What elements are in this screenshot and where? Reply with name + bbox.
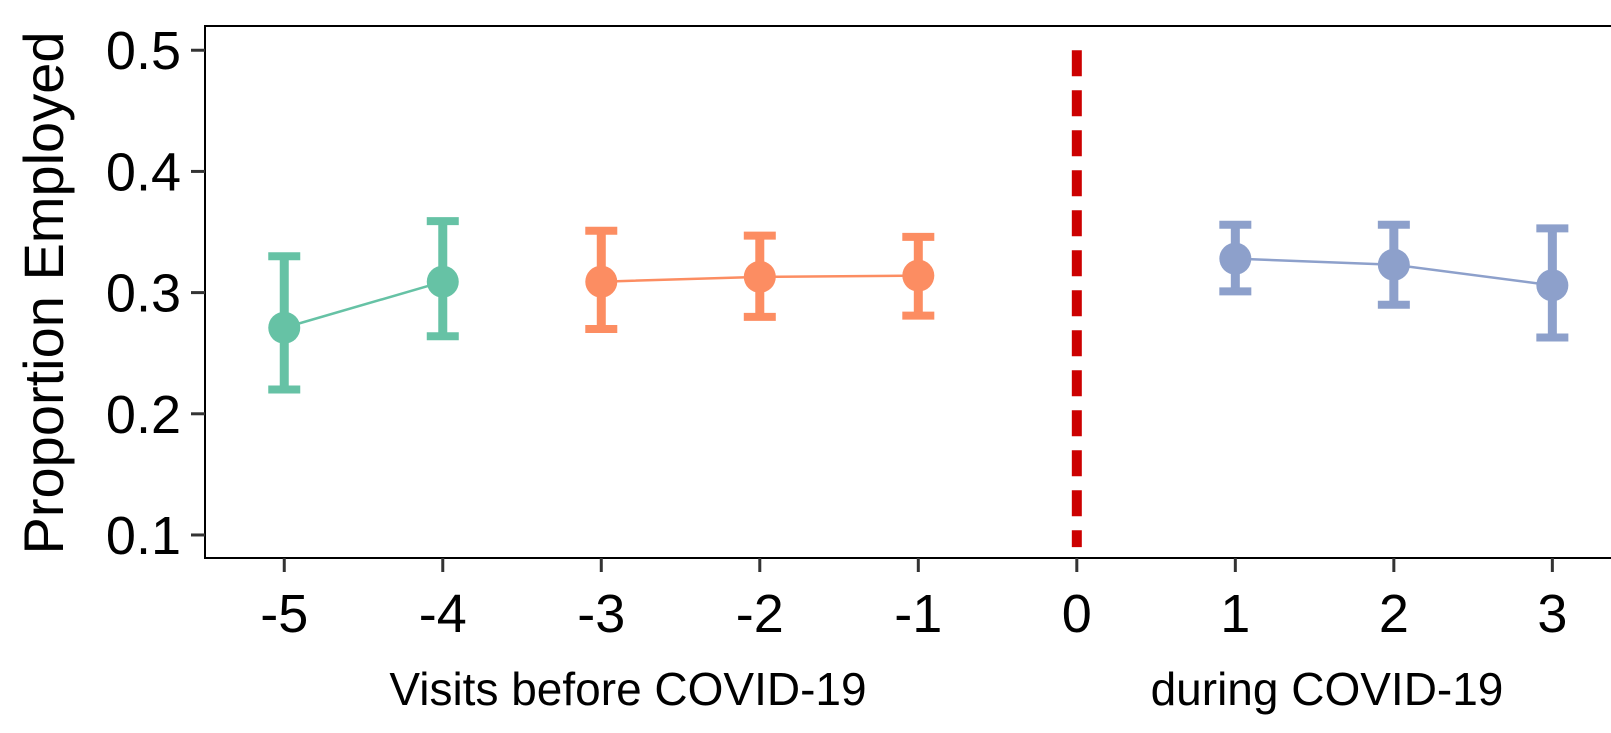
x-tick-label: 3 xyxy=(1537,584,1567,644)
y-axis-label: Proportion Employed xyxy=(12,32,75,555)
plot-border xyxy=(204,25,1611,559)
y-axis: 0.1 0.2 0.3 0.4 0.5 xyxy=(106,21,205,566)
data-point xyxy=(426,265,459,298)
x-tick-label: -4 xyxy=(419,584,467,644)
data-point xyxy=(1219,242,1252,275)
data-point xyxy=(1377,248,1410,281)
series-group xyxy=(585,226,935,333)
x-axis-label-before: Visits before COVID-19 xyxy=(389,663,866,715)
data-point xyxy=(585,265,618,298)
x-tick-label: -3 xyxy=(577,584,625,644)
x-tick-label: -5 xyxy=(260,584,308,644)
data-point xyxy=(902,259,935,292)
plot-panel xyxy=(204,25,1611,559)
x-tick-label: 0 xyxy=(1062,584,1092,644)
x-tick-label: -2 xyxy=(736,584,784,644)
data-point xyxy=(268,311,301,344)
y-tick-label: 0.1 xyxy=(106,506,181,566)
y-tick-label: 0.3 xyxy=(106,264,181,324)
data-point xyxy=(1536,269,1569,302)
x-tick-label: -1 xyxy=(894,584,942,644)
y-tick-label: 0.5 xyxy=(106,21,181,81)
x-tick-label: 1 xyxy=(1220,584,1250,644)
y-tick-label: 0.2 xyxy=(106,385,181,445)
data-point xyxy=(743,260,776,293)
series-group xyxy=(268,217,459,394)
series-line xyxy=(283,280,444,329)
x-axis-label-during: during COVID-19 xyxy=(1151,663,1504,715)
x-axis: -5 -4 -3 -2 -1 0 1 2 3 xyxy=(260,558,1567,644)
y-tick-label: 0.4 xyxy=(106,142,181,202)
series-layer xyxy=(268,50,1569,548)
x-tick-label: 2 xyxy=(1379,584,1409,644)
series-group xyxy=(1219,220,1569,342)
